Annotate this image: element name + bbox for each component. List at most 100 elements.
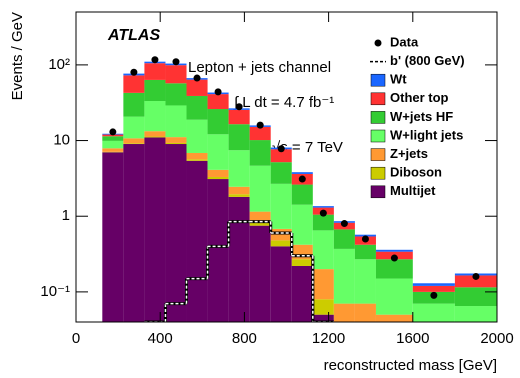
stack-segment xyxy=(354,259,376,304)
stack-segment xyxy=(186,159,208,161)
stack-segment xyxy=(123,144,145,322)
stack-segment xyxy=(165,144,187,322)
stack-segment xyxy=(333,229,355,249)
y-tick-label: 1 xyxy=(62,207,70,224)
annotation: ∫ L dt = 4.7 fb⁻¹ xyxy=(233,94,334,111)
stack-segment xyxy=(144,79,166,102)
stack-segment xyxy=(186,119,208,153)
stack-segment xyxy=(186,79,208,96)
data-point xyxy=(277,145,285,153)
stack-segment xyxy=(291,184,313,205)
stack-segment xyxy=(312,314,334,322)
x-tick-label: 800 xyxy=(232,330,257,347)
stack-segment xyxy=(354,244,376,260)
stack-segment xyxy=(249,225,271,322)
legend-label: Data xyxy=(390,34,419,49)
stack-segment xyxy=(412,283,455,286)
stack-segment xyxy=(102,152,124,322)
stack-segment xyxy=(123,92,145,117)
stack-segment xyxy=(249,221,271,226)
data-point xyxy=(430,291,438,299)
legend-label: Z+jets xyxy=(390,146,428,161)
y-tick-label: 10⁻¹ xyxy=(40,283,70,300)
stack-segment xyxy=(312,269,334,300)
stack-segment xyxy=(454,306,497,322)
stack-segment xyxy=(312,206,334,208)
stack-segment xyxy=(249,140,271,166)
data-point xyxy=(390,254,398,262)
stack-segment xyxy=(375,278,413,315)
stack-segment xyxy=(165,65,187,84)
stack-segment xyxy=(454,275,497,288)
stack-segment xyxy=(291,172,313,174)
stack-segment xyxy=(186,95,208,120)
legend-marker xyxy=(374,39,382,47)
stack-segment xyxy=(249,165,271,212)
stack-segment xyxy=(123,138,145,144)
data-point xyxy=(361,235,369,243)
annotation: Lepton + jets channel xyxy=(188,59,331,76)
legend-label: Wt xyxy=(390,72,407,87)
stack-segment xyxy=(144,131,166,137)
data-point xyxy=(298,175,306,183)
y-tick-label: 10 xyxy=(53,132,70,149)
legend-label: b' (800 GeV) xyxy=(390,53,465,68)
stack-segment xyxy=(228,186,250,195)
data-point xyxy=(340,220,348,228)
stack-segment xyxy=(375,249,413,252)
legend-marker xyxy=(370,129,386,143)
stack-segment xyxy=(228,196,250,322)
legend-label: Diboson xyxy=(390,165,442,180)
stack-segment xyxy=(207,179,229,322)
stack-segment xyxy=(228,124,250,151)
stack-segment xyxy=(249,211,271,222)
stack-segment xyxy=(249,126,271,141)
stack-segment xyxy=(144,101,166,132)
stack-segment xyxy=(228,150,250,187)
stack-segment xyxy=(186,152,208,160)
stack-segment xyxy=(412,303,455,322)
stack-segment xyxy=(312,230,334,270)
x-tick-label: 400 xyxy=(148,330,173,347)
stack-segment xyxy=(375,259,413,279)
data-point xyxy=(235,103,243,111)
stack-segment xyxy=(186,160,208,322)
stack-segment xyxy=(270,149,292,163)
atlas-label: ATLAS xyxy=(107,27,160,44)
data-point xyxy=(256,121,264,129)
stack-segment xyxy=(102,148,124,152)
stack-segment xyxy=(165,83,187,106)
legend-marker xyxy=(370,111,386,124)
data-point xyxy=(109,128,117,136)
stack-segment xyxy=(165,142,187,145)
stack-segment xyxy=(228,109,250,125)
stack-segment xyxy=(270,162,292,184)
legend-marker xyxy=(370,185,386,199)
stack-segment xyxy=(291,204,313,245)
stack-segment xyxy=(454,287,497,307)
stack-segment xyxy=(291,259,313,266)
stack-segment xyxy=(144,63,166,80)
x-axis-label: reconstructed mass [GeV] xyxy=(324,357,497,374)
legend-label: W+light jets xyxy=(390,127,463,142)
stack-segment xyxy=(165,137,187,143)
stack-segment xyxy=(270,246,292,322)
x-tick-label: 2000 xyxy=(480,330,513,347)
stack-segment xyxy=(102,140,124,149)
stack-segment xyxy=(207,134,229,170)
data-point xyxy=(472,272,480,280)
stack-segment xyxy=(333,303,355,322)
stack-segment xyxy=(270,228,292,241)
stack-segment xyxy=(291,265,313,322)
stack-segment xyxy=(412,285,455,292)
y-axis-label: Events / GeV xyxy=(9,12,26,100)
legend-label: W+jets HF xyxy=(390,109,453,124)
y-tick-label: 10² xyxy=(48,56,70,73)
stack-segment xyxy=(312,214,334,231)
stack-segment xyxy=(207,176,229,180)
frame xyxy=(75,11,498,323)
stack-segment xyxy=(123,75,145,93)
legend-label: Other top xyxy=(390,90,449,105)
data-point xyxy=(319,209,327,217)
